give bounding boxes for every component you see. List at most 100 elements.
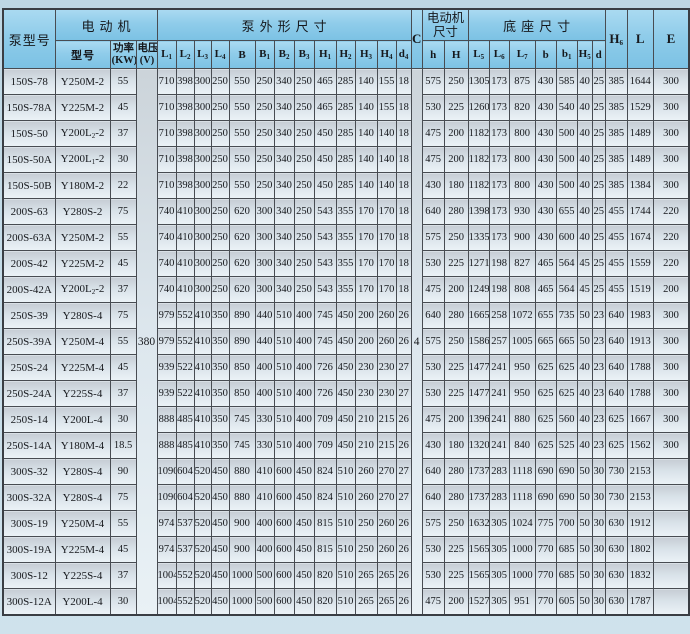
pump-model-cell: 300S-32 [2,458,56,485]
motor-dim-cell: 575 [421,328,445,355]
base-dim-cell: 735 [555,302,578,329]
base-dim-cell: 1586 [467,328,490,355]
base-dim-cell: 241 [488,406,510,433]
pump-dim-cell: 410 [175,198,195,225]
motor-model-cell: Y280S-2 [54,198,111,225]
pump-dim-cell: 300 [193,68,212,95]
base-dims-group-header: 底座尺寸 [467,8,606,41]
voltage-merged-cell: 380 [135,68,158,616]
base-dim-cell: 690 [555,458,578,485]
power-cell: 75 [109,484,137,511]
pump-dim-cell: 260 [376,510,397,537]
motor-dim-cell: 250 [443,224,469,251]
motor-model-cell: Y280S-4 [54,458,111,485]
base-dim-cell: 1320 [467,432,490,459]
pump-dim-cell: 355 [335,250,356,277]
pump-dim-cell: 520 [193,536,212,563]
base-dim-cell: 1182 [467,172,490,199]
base-dim-cell: 690 [534,484,557,511]
pump-dim-cell: 26 [395,510,412,537]
h6-cell: 455 [604,276,628,303]
h6-cell: 630 [604,536,628,563]
base-dim-cell: 1396 [467,406,490,433]
pump-dim-cell: 250 [354,536,378,563]
pump-dim-cell: 340 [273,172,295,199]
pump-dim-cell: 552 [175,302,195,329]
pump-dim-cell: 500 [254,562,275,589]
base-dim-cell: 241 [488,380,510,407]
pump-dim-cell: 285 [335,120,356,147]
base-dim-cell: 625 [534,432,557,459]
voltage-line1: 电压 [137,42,158,54]
pump-dim-cell: 520 [193,588,212,616]
pump-dim-cell: 939 [156,380,177,407]
pump-dim-cell: 450 [293,484,315,511]
base-dim-cell: 430 [534,198,557,225]
pump-dim-cell: 330 [254,406,275,433]
base-dim-cell: 685 [555,562,578,589]
h6-cell: 640 [604,380,628,407]
pump-dim-cell: 726 [313,380,337,407]
pump-dim-cell: 200 [354,328,378,355]
l-cell: 1744 [626,198,654,225]
base-dim-col-header: H5 [576,40,593,69]
pump-dim-cell: 400 [293,406,315,433]
e-cell: 300 [652,172,690,199]
pump-dim-cell: 510 [273,302,295,329]
motor-dim-cell: 640 [421,198,445,225]
base-dim-cell: 305 [488,510,510,537]
pump-dim-cell: 450 [313,172,337,199]
base-dim-cell: 800 [508,146,536,173]
base-dim-cell: 40 [576,224,593,251]
pump-model-cell: 250S-24A [2,380,56,407]
base-dim-cell: 1182 [467,120,490,147]
pump-dim-cell: 250 [210,172,230,199]
pump-dim-cell: 440 [254,302,275,329]
base-dim-cell: 50 [576,458,593,485]
pump-dim-cell: 250 [293,198,315,225]
pump-dim-cell: 250 [354,510,378,537]
pump-dim-cell: 27 [395,458,412,485]
table-row: 250S-39A Y250M-4 55 979 552 410 350 890 440 510 40… [2,328,690,355]
base-dim-cell: 40 [576,172,593,199]
motor-dim-cell: 530 [421,562,445,589]
e-cell: 300 [652,432,690,459]
pump-dim-col-header: B [228,40,256,69]
base-dim-cell: 1271 [467,250,490,277]
h6-cell: 385 [604,68,628,95]
voltage-header: 电压 (V) [135,40,158,69]
pump-dim-col-header: H1 [313,40,337,69]
base-dim-cell: 1737 [467,484,490,511]
base-dim-col-header: L6 [488,40,510,69]
pump-dim-cell: 300 [193,276,212,303]
pump-dim-cell: 450 [335,328,356,355]
pump-dim-cell: 340 [273,146,295,173]
pump-dim-cell: 265 [376,588,397,616]
h6-cell: 455 [604,250,628,277]
base-dim-cell: 40 [576,94,593,121]
pump-dim-cell: 450 [335,302,356,329]
pump-dim-cell: 450 [293,458,315,485]
pump-dim-cell: 170 [376,224,397,251]
pump-dim-cell: 170 [354,198,378,225]
pump-dim-cell: 410 [193,406,212,433]
base-dim-cell: 500 [555,146,578,173]
motor-dim-col-header: H [443,40,469,69]
motor-model-cell: Y180M-2 [54,172,111,199]
base-dim-cell: 625 [555,354,578,381]
base-dim-cell: 1118 [508,458,536,485]
pump-dim-cell: 250 [293,94,315,121]
pump-dim-col-header: L4 [210,40,230,69]
l-cell: 1983 [626,302,654,329]
base-dim-cell: 665 [555,328,578,355]
motor-model-cell: Y200L2-2 [54,276,111,303]
base-dim-cell: 808 [508,276,536,303]
motor-dim-cell: 530 [421,354,445,381]
pump-dim-cell: 265 [354,562,378,589]
base-dim-cell: 25 [591,224,606,251]
pump-dim-col-header: B1 [254,40,275,69]
pump-dim-cell: 18 [395,172,412,199]
pump-dim-cell: 18 [395,120,412,147]
pump-dim-cell: 26 [395,432,412,459]
pump-dim-cell: 340 [273,120,295,147]
